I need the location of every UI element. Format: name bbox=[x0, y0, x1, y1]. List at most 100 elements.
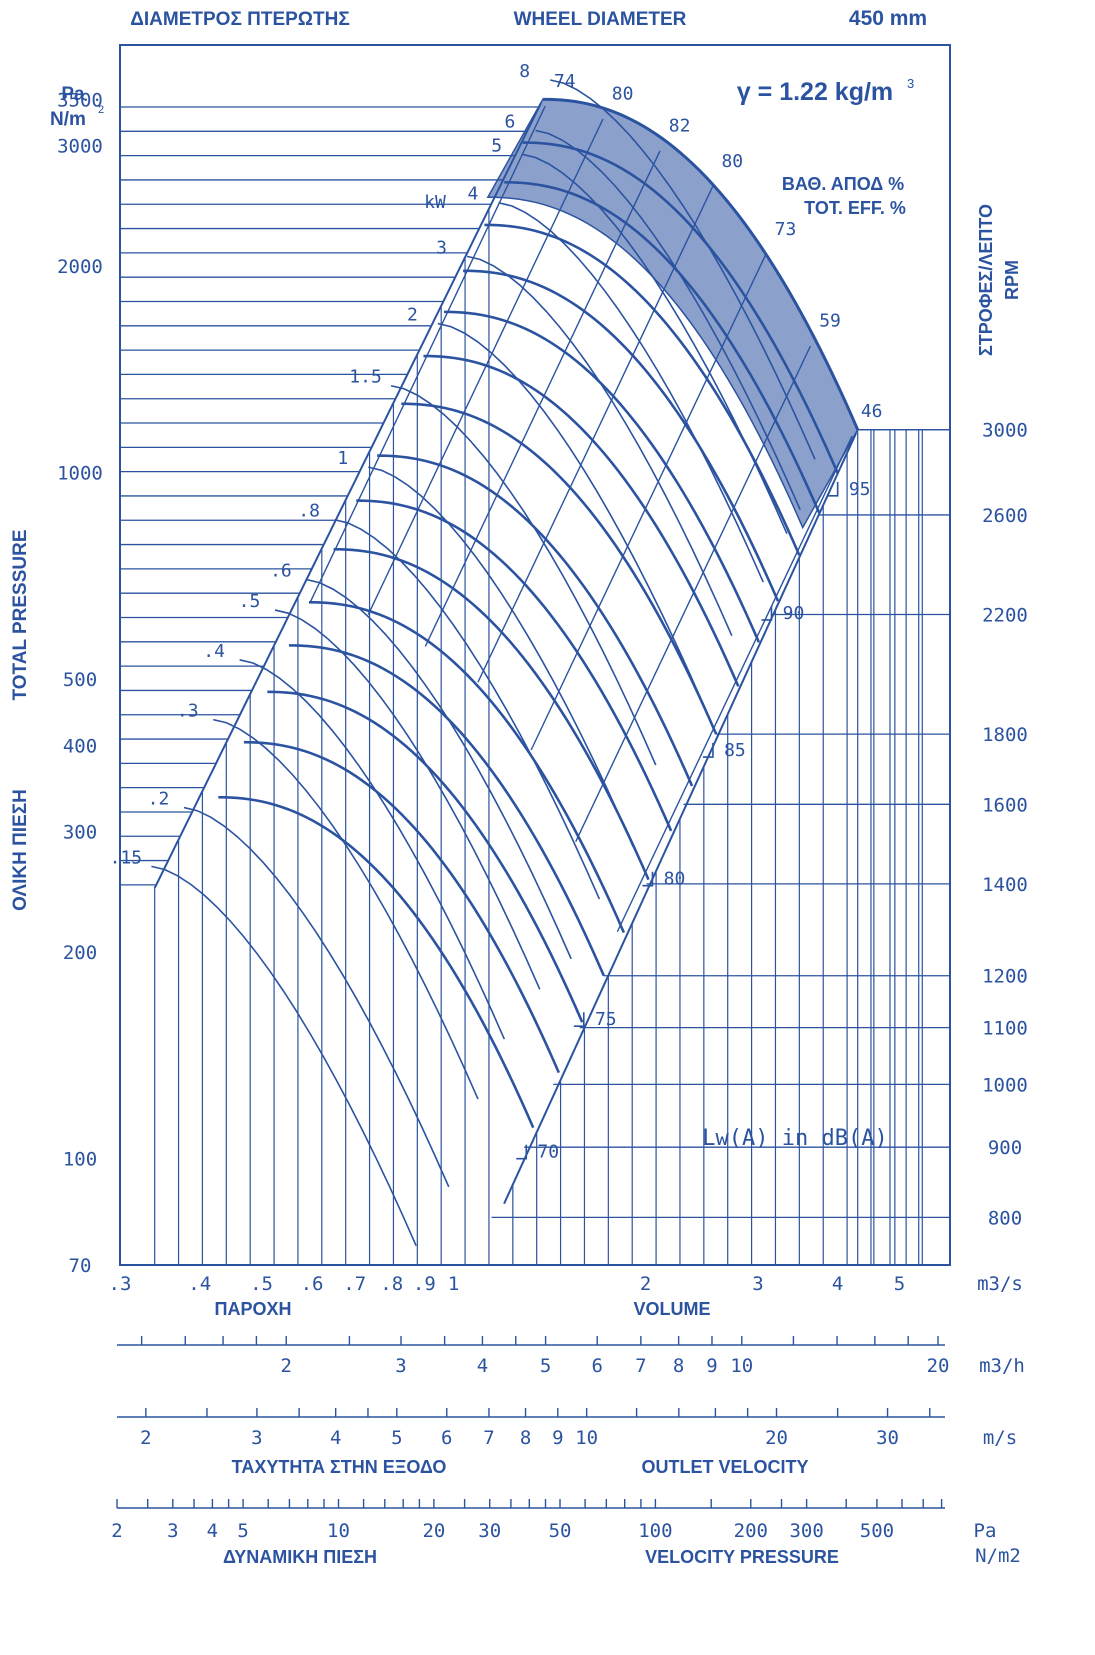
header-title-en: WHEEL DIAMETER bbox=[514, 9, 687, 30]
m3h-tick-label: 8 bbox=[673, 1355, 684, 1377]
efficiency-value-label: 73 bbox=[775, 219, 797, 240]
envelope-right-edge bbox=[503, 432, 858, 1205]
y-tick-label: 3500 bbox=[57, 89, 103, 111]
x-tick-label: .5 bbox=[250, 1273, 273, 1295]
power-curve bbox=[183, 806, 450, 1188]
velocity-tick-label: 9 bbox=[552, 1427, 563, 1449]
speed-curve bbox=[377, 454, 694, 787]
noise-label: Lw(A) in dB(A) bbox=[702, 1126, 887, 1151]
noise-value-label: 75 bbox=[595, 1009, 617, 1030]
noise-marker bbox=[573, 1012, 585, 1028]
y-tick-label: 70 bbox=[69, 1255, 92, 1277]
m3h-tick-label: 20 bbox=[927, 1355, 950, 1377]
speed-curve bbox=[218, 795, 535, 1129]
power-label: 5 bbox=[491, 135, 502, 156]
noise-value-label: 85 bbox=[724, 740, 746, 761]
xlabel-gr: ΠΑΡΟΧΗ bbox=[214, 1299, 291, 1319]
power-label: 1.5 bbox=[349, 367, 382, 388]
speed-curve bbox=[504, 181, 821, 514]
rpm-label-en: RPM bbox=[1002, 260, 1022, 300]
power-curve bbox=[239, 659, 506, 1040]
chart-curves bbox=[151, 79, 860, 1247]
y-unit-sup: 2 bbox=[98, 104, 104, 116]
power-curve bbox=[368, 466, 634, 847]
power-curve bbox=[151, 865, 417, 1247]
speed-curve bbox=[463, 269, 780, 602]
speed-curve bbox=[333, 547, 650, 881]
dynamic-pressure-tick-label: 200 bbox=[734, 1520, 768, 1542]
dynamic-pressure-label-en: VELOCITY PRESSURE bbox=[645, 1547, 839, 1567]
xlabel-en: VOLUME bbox=[633, 1299, 710, 1319]
dynamic-pressure-tick-label: 500 bbox=[860, 1520, 894, 1542]
x-tick-label: .8 bbox=[380, 1273, 403, 1295]
power-curve bbox=[334, 519, 601, 900]
y-tick-label: 2000 bbox=[57, 256, 103, 278]
x-tick-label: .3 bbox=[109, 1273, 132, 1295]
power-label: 4 bbox=[468, 184, 479, 205]
x-tick-label: 2 bbox=[640, 1273, 651, 1295]
velocity-tick-label: 30 bbox=[876, 1427, 899, 1449]
power-curve bbox=[466, 255, 733, 637]
dynamic-pressure-tick-label: 100 bbox=[638, 1520, 672, 1542]
y-tick-label: 500 bbox=[63, 669, 97, 691]
power-label: 8 bbox=[519, 61, 530, 82]
efficiency-line bbox=[575, 345, 812, 842]
speed-curve bbox=[443, 310, 761, 643]
efficiency-value-label: 74 bbox=[554, 71, 576, 92]
power-label: .4 bbox=[203, 641, 225, 662]
y-tick-label: 400 bbox=[63, 736, 97, 758]
header-diameter: 450 mm bbox=[849, 7, 927, 30]
velocity-tick-label: 10 bbox=[575, 1427, 598, 1449]
dynamic-pressure-tick-label: 30 bbox=[478, 1520, 501, 1542]
y-tick-label: 300 bbox=[63, 821, 97, 843]
y-tick-label: 200 bbox=[63, 942, 97, 964]
chart-grid bbox=[119, 44, 951, 1266]
velocity-tick-label: 20 bbox=[765, 1427, 788, 1449]
x-tick-label: 1 bbox=[448, 1273, 459, 1295]
rpm-tick-label: 1400 bbox=[982, 874, 1028, 896]
noise-marker bbox=[642, 871, 654, 887]
rpm-tick-label: 1200 bbox=[982, 966, 1028, 988]
bottom-scales bbox=[116, 1336, 945, 1509]
power-curve bbox=[213, 718, 479, 1100]
power-curve bbox=[498, 201, 764, 583]
m3h-tick-label: 3 bbox=[395, 1355, 406, 1377]
speed-curve bbox=[423, 354, 740, 687]
dynamic-pressure-label-gr: ΔΥΝΑΜΙΚΗ ΠΙΕΣΗ bbox=[223, 1547, 377, 1567]
envelope-left-edge bbox=[153, 102, 542, 889]
power-label: .15 bbox=[110, 847, 143, 868]
power-label: .3 bbox=[177, 701, 199, 722]
rpm-tick-label: 1000 bbox=[982, 1074, 1028, 1096]
power-label: .5 bbox=[239, 591, 261, 612]
power-curve bbox=[390, 384, 657, 766]
m3h-tick-label: 5 bbox=[540, 1355, 551, 1377]
x-tick-label: .4 bbox=[188, 1273, 211, 1295]
efficiency-label-gr: ΒΑΘ. ΑΠΟΔ % bbox=[782, 174, 904, 194]
efficiency-line bbox=[367, 118, 604, 615]
power-label: 3 bbox=[436, 237, 447, 258]
velocity-tick-label: 6 bbox=[441, 1427, 452, 1449]
efficiency-label-en: TOT. EFF. % bbox=[804, 198, 906, 218]
efficiency-line bbox=[477, 186, 714, 683]
rpm-tick-label: 900 bbox=[988, 1137, 1022, 1159]
power-label: 6 bbox=[505, 111, 516, 132]
efficiency-value-label: 80 bbox=[721, 151, 743, 172]
ylabel-en: TOTAL PRESSURE bbox=[10, 529, 31, 700]
efficiency-line bbox=[616, 435, 853, 933]
velocity-tick-label: 7 bbox=[483, 1427, 494, 1449]
noise-value-label: 80 bbox=[664, 869, 686, 890]
power-curve bbox=[274, 609, 541, 990]
speed-curve bbox=[401, 402, 718, 735]
efficiency-value-label: 80 bbox=[612, 84, 634, 105]
x-tick-label: 3 bbox=[752, 1273, 763, 1295]
y-tick-label: 100 bbox=[63, 1149, 97, 1171]
y-unit-nm: N/m bbox=[50, 109, 86, 130]
power-label: .6 bbox=[270, 561, 292, 582]
x-tick-label: .6 bbox=[301, 1273, 324, 1295]
power-label: .2 bbox=[148, 788, 170, 809]
power-curve bbox=[522, 153, 788, 534]
efficiency-line bbox=[424, 150, 661, 647]
speed-curve bbox=[243, 740, 560, 1074]
plot-frame bbox=[119, 44, 951, 1266]
chart-labels: ΔΙΑΜΕΤΡΟΣ ΠΤΕΡΩΤΗΣ WHEEL DIAMETER 450 mm γ … bbox=[10, 7, 1028, 1567]
